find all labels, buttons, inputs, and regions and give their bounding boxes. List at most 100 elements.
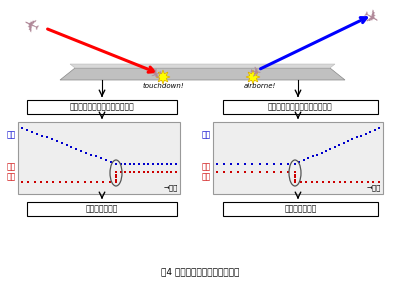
Point (292, 175, 298, 179)
Point (285, 162, 291, 166)
Point (301, 158, 307, 162)
Point (314, 152, 320, 157)
FancyBboxPatch shape (223, 202, 378, 216)
Point (140, 162, 147, 166)
Point (113, 175, 119, 179)
Point (150, 162, 156, 166)
Point (326, 180, 332, 184)
Point (113, 170, 119, 174)
Point (235, 162, 242, 166)
Point (113, 170, 119, 174)
Point (38, 133, 45, 138)
Point (249, 170, 256, 174)
Point (38, 180, 44, 184)
Point (54, 139, 60, 143)
Text: 围4 離着陸時刻の自動判定原理: 围4 離着陸時刻の自動判定原理 (161, 267, 239, 276)
Text: 接地
状態: 接地 状態 (7, 162, 16, 182)
Point (332, 145, 338, 149)
Point (256, 170, 263, 174)
Point (221, 162, 227, 166)
Point (113, 180, 119, 184)
Point (242, 170, 248, 174)
Text: touchdown!: touchdown! (142, 83, 184, 89)
Point (358, 133, 364, 138)
Point (323, 149, 329, 153)
Point (340, 141, 347, 145)
Point (249, 162, 256, 166)
Point (318, 150, 325, 155)
Text: 離陸時刻の判定: 離陸時刻の判定 (284, 205, 317, 213)
Point (376, 126, 382, 130)
Point (113, 172, 119, 177)
Point (292, 180, 298, 184)
Point (154, 170, 161, 174)
Point (82, 180, 88, 184)
Polygon shape (60, 68, 345, 80)
Polygon shape (156, 70, 170, 84)
Point (56, 180, 63, 184)
Point (83, 150, 90, 155)
Point (164, 170, 170, 174)
Point (159, 162, 165, 166)
Point (228, 170, 234, 174)
Text: ✈: ✈ (18, 10, 42, 34)
Point (292, 170, 298, 174)
Point (305, 156, 312, 160)
Point (29, 130, 35, 134)
Point (93, 154, 100, 159)
Point (145, 170, 152, 174)
Point (264, 170, 270, 174)
Point (68, 145, 75, 149)
Point (292, 180, 298, 184)
Point (113, 162, 119, 166)
Point (168, 170, 174, 174)
Point (292, 172, 298, 177)
Point (145, 162, 152, 166)
Point (113, 162, 119, 166)
Point (122, 162, 128, 166)
Text: →時刻: →時刻 (164, 185, 178, 191)
Point (348, 180, 354, 184)
Point (354, 180, 360, 184)
Point (78, 149, 84, 153)
Point (127, 170, 133, 174)
Point (31, 180, 38, 184)
Point (164, 162, 170, 166)
Point (159, 170, 165, 174)
Point (136, 162, 142, 166)
Point (235, 170, 242, 174)
Point (34, 131, 40, 136)
Point (118, 162, 124, 166)
Point (242, 162, 248, 166)
Text: 着陸時刻の判定: 着陸時刻の判定 (86, 205, 118, 213)
Point (100, 180, 107, 184)
Point (44, 135, 50, 140)
Point (256, 162, 263, 166)
FancyBboxPatch shape (27, 202, 177, 216)
Point (309, 180, 315, 184)
Point (264, 162, 270, 166)
Point (73, 147, 80, 151)
Point (113, 177, 119, 182)
Point (320, 180, 326, 184)
Point (296, 160, 303, 164)
Point (292, 162, 298, 166)
FancyBboxPatch shape (223, 100, 378, 114)
Point (58, 141, 65, 145)
Point (50, 180, 56, 184)
Point (278, 162, 284, 166)
Point (69, 180, 75, 184)
Point (94, 180, 100, 184)
Text: ✈: ✈ (358, 6, 382, 30)
Point (154, 162, 161, 166)
Point (270, 170, 277, 174)
Point (337, 180, 343, 184)
Point (342, 180, 348, 184)
Point (310, 154, 316, 159)
Point (19, 126, 25, 130)
Point (118, 170, 124, 174)
Point (173, 170, 179, 174)
Point (370, 180, 377, 184)
Point (24, 128, 30, 132)
Point (127, 162, 133, 166)
